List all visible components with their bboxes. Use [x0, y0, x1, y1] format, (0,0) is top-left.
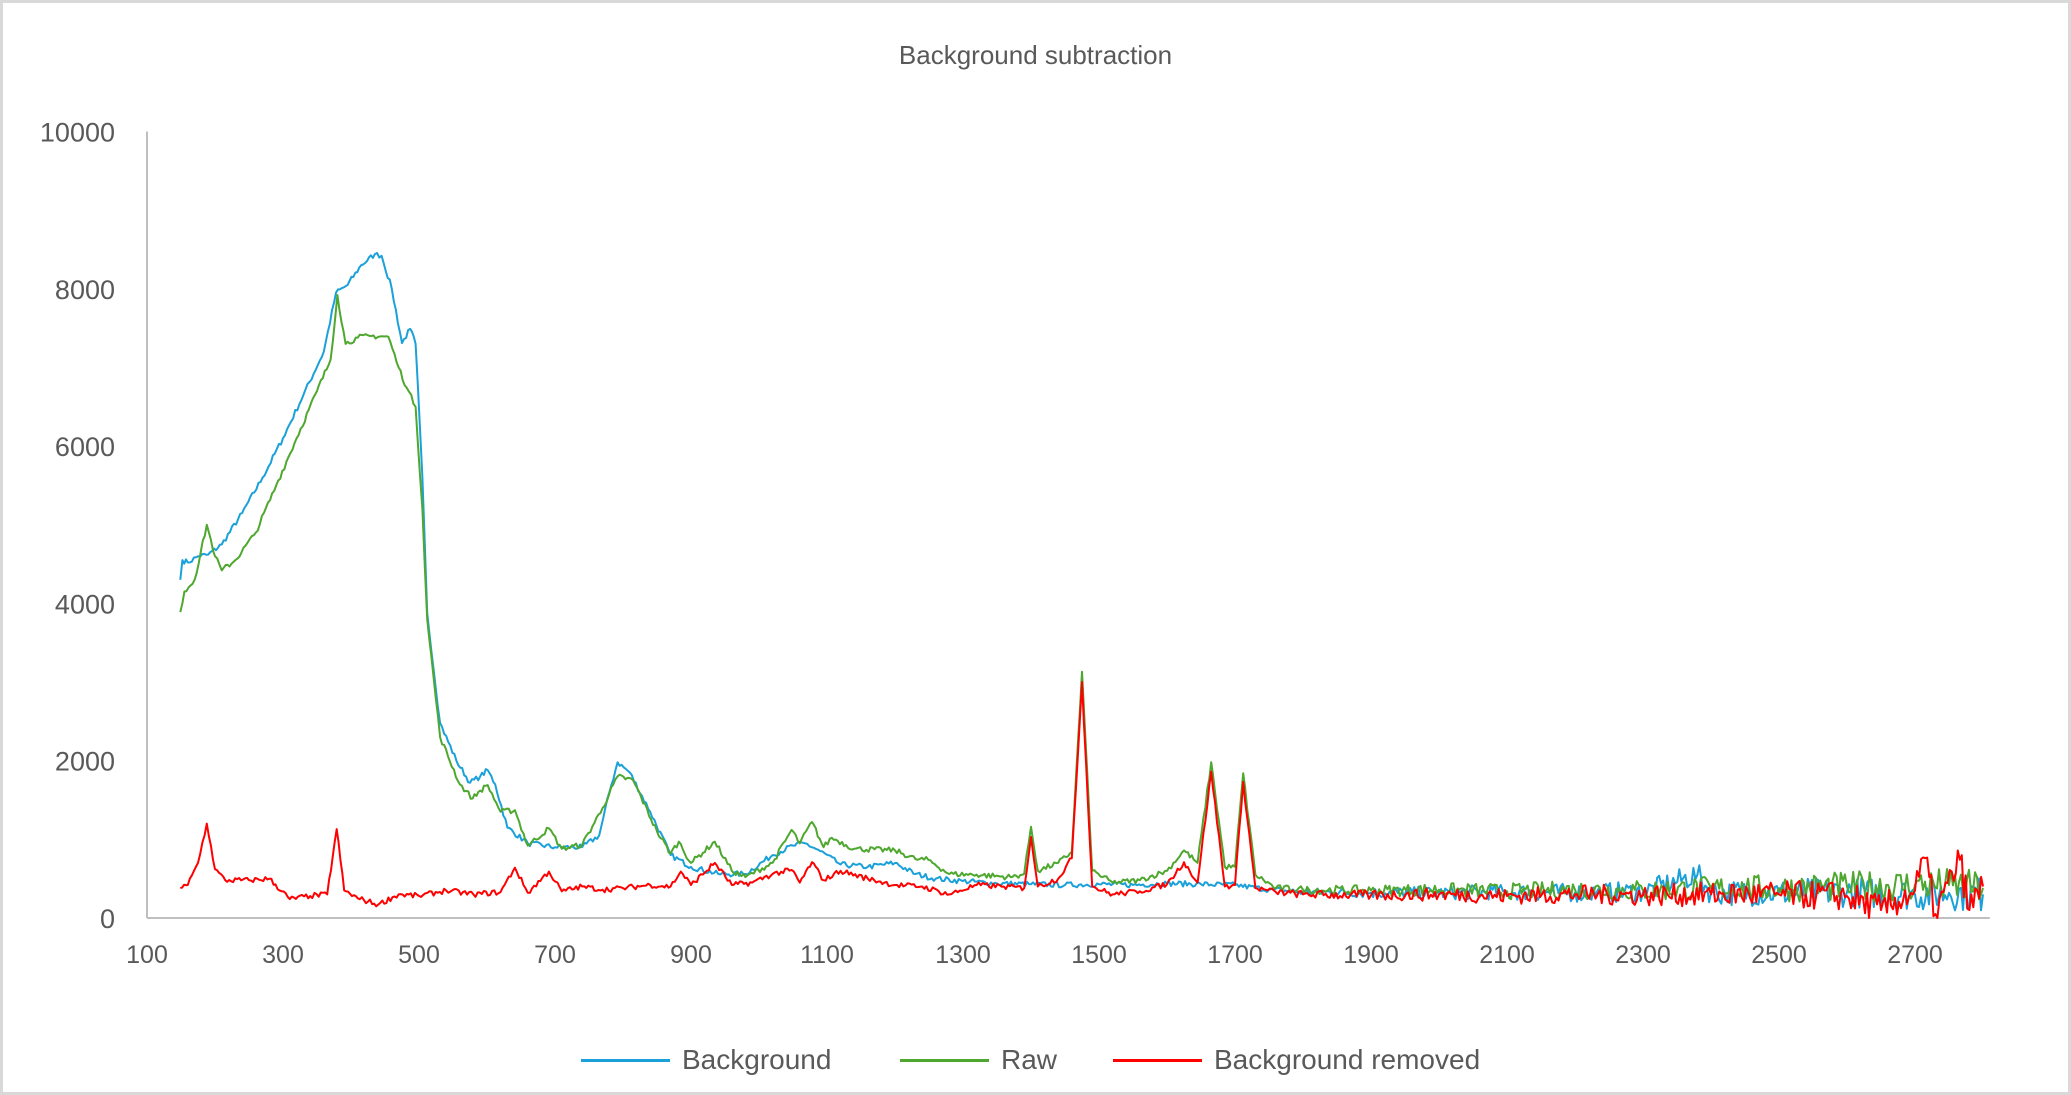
x-axis: 100 300 500 700 900 1100 1300 1500 1700 1900 2100 2… [126, 917, 1990, 969]
x-tick-label: 900 [670, 941, 712, 969]
x-tick-label: 1300 [935, 941, 991, 969]
y-tick-label: 0 [100, 904, 115, 934]
y-tick-label: 10000 [40, 118, 115, 148]
y-tick-label: 8000 [55, 275, 115, 305]
series-layer [179, 252, 1984, 919]
x-tick-label: 500 [398, 941, 440, 969]
y-tick-label: 2000 [55, 747, 115, 777]
x-tick-label: 1700 [1207, 941, 1263, 969]
legend-swatch-background-removed [1113, 1058, 1202, 1062]
x-tick-label: 2300 [1615, 941, 1671, 969]
x-tick-label: 1100 [800, 941, 854, 969]
legend-item-background-removed: Background removed [1113, 1040, 1480, 1080]
legend-label: Background [682, 1044, 832, 1075]
y-tick-label: 4000 [55, 589, 115, 619]
x-tick-label: 1900 [1343, 941, 1399, 969]
x-tick-label: 100 [126, 941, 168, 969]
x-tick-label: 2700 [1887, 941, 1943, 969]
legend-item-background: Background [581, 1040, 831, 1080]
legend-swatch-background [581, 1058, 670, 1062]
legend: Background Raw Background removed [0, 1040, 2071, 1080]
legend-item-raw: Raw [900, 1040, 1057, 1080]
series-line-background [179, 252, 1984, 912]
legend-label: Raw [1001, 1044, 1058, 1075]
y-tick-label: 6000 [55, 432, 115, 462]
chart-title: Background subtraction [898, 40, 1173, 70]
legend-label: Background removed [1214, 1044, 1481, 1075]
y-axis: 0 2000 4000 6000 8000 10000 [40, 118, 148, 934]
x-tick-label: 700 [534, 941, 576, 969]
series-line-background-removed [179, 681, 1984, 919]
x-tick-label: 2500 [1751, 941, 1807, 969]
x-tick-label: 2100 [1479, 941, 1535, 969]
x-tick-label: 1500 [1071, 941, 1127, 969]
x-tick-label: 300 [262, 941, 304, 969]
series-line-raw [179, 294, 1984, 903]
legend-swatch-raw [900, 1058, 989, 1062]
